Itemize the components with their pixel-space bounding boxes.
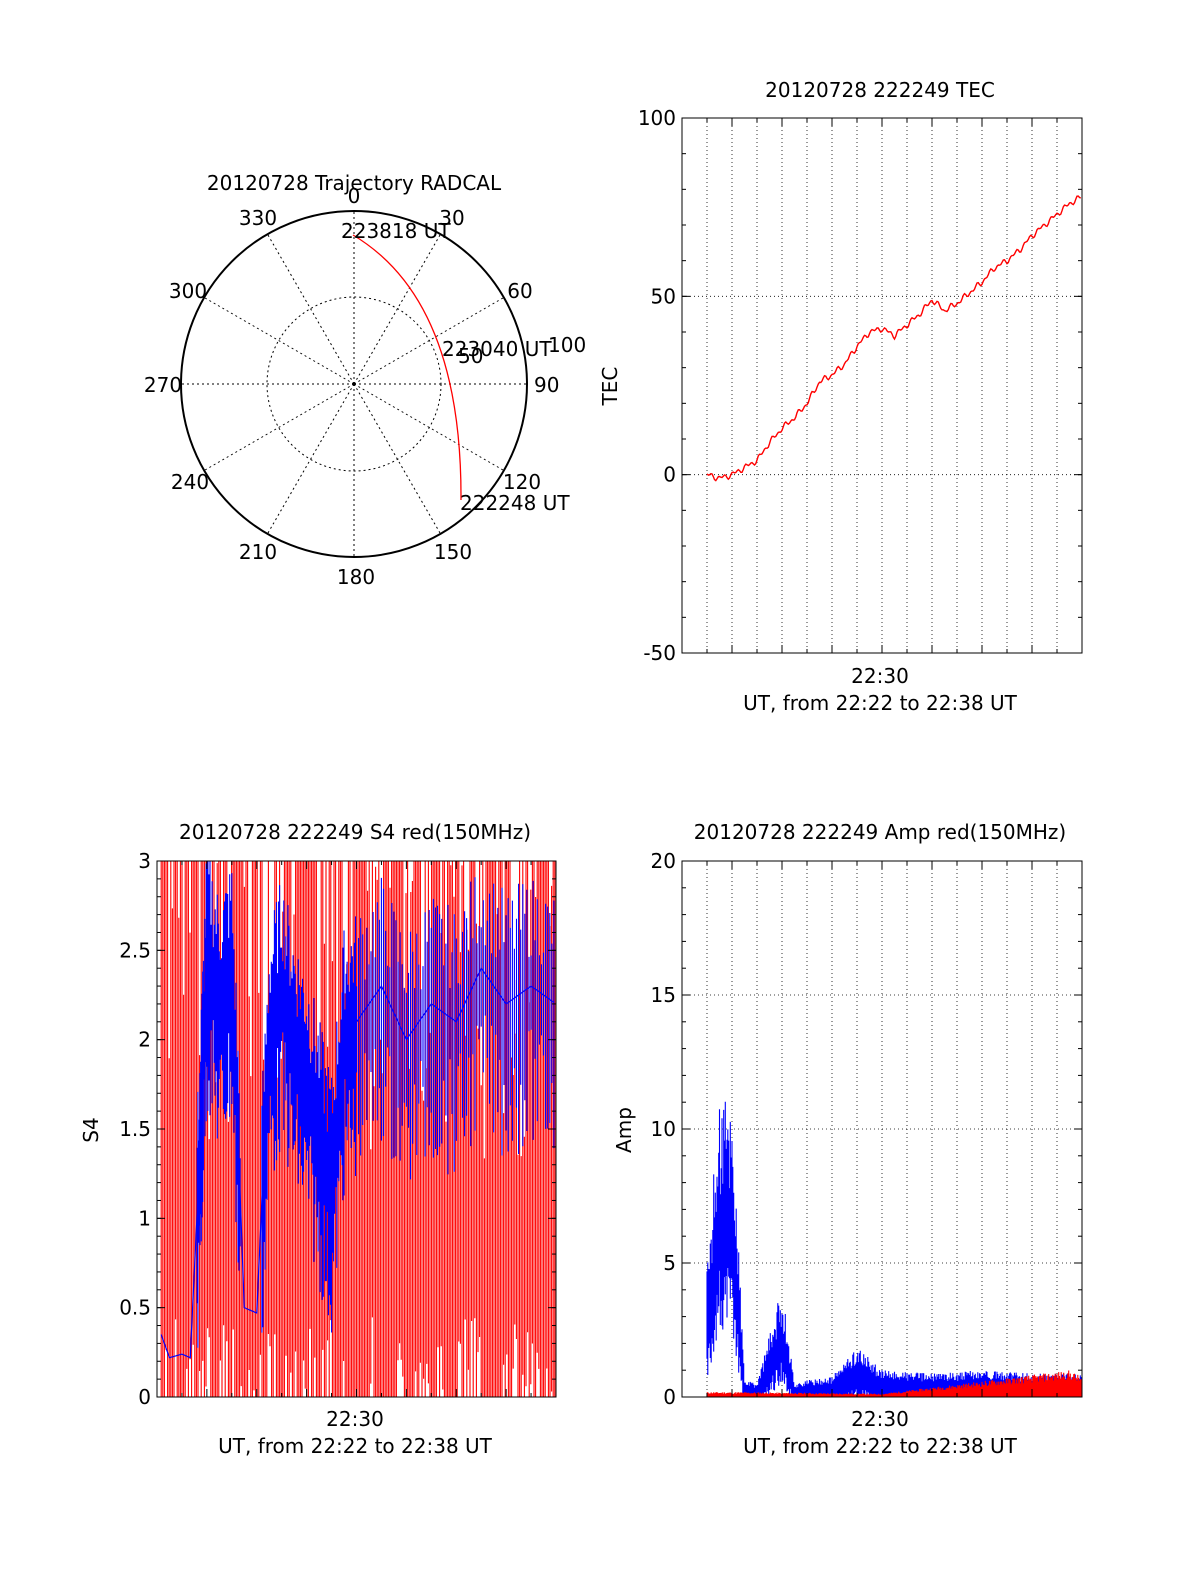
y-tick-label: 0 [663, 1385, 676, 1409]
tec-title: 20120728 222249 TEC [765, 78, 995, 102]
polar-spoke [353, 233, 441, 385]
s4-title: 20120728 222249 S4 red(150MHz) [179, 820, 531, 844]
s4-chart: 20120728 222249 S4 red(150MHz) 3 2.5 2 1.5 1… [79, 820, 557, 1458]
polar-title: 20120728 Trajectory RADCAL [207, 171, 502, 195]
s4-blue-noise [196, 861, 555, 1348]
polar-azimuth-label: 90 [534, 373, 559, 397]
trajectory-end-label: 223818 UT [341, 219, 451, 243]
polar-spoke [353, 383, 505, 471]
s4-red-trace [160, 861, 556, 1397]
polar-spoke [353, 383, 441, 535]
polar-azimuth-labels: 0 30 60 90 120 150 180 210 240 270 300 330 [144, 184, 560, 589]
polar-azimuth-label: 330 [239, 206, 277, 230]
polar-azimuth-label: 150 [434, 540, 472, 564]
tec-ticks [681, 117, 1083, 654]
y-tick-label: 5 [663, 1251, 676, 1275]
y-tick-label: 1.5 [119, 1117, 151, 1141]
y-tick-label: 0 [663, 463, 676, 487]
y-tick-label: 2.5 [119, 938, 151, 962]
s4-y-axis-label: S4 [79, 1117, 103, 1142]
polar-azimuth-label: 60 [507, 279, 532, 303]
polar-azimuth-label: 180 [337, 565, 375, 589]
y-tick-label: 20 [651, 849, 676, 873]
amp-x-tick-label: 22:30 [851, 1407, 909, 1431]
amp-title: 20120728 222249 Amp red(150MHz) [694, 820, 1066, 844]
y-tick-label: 0.5 [119, 1296, 151, 1320]
y-tick-label: 0 [138, 1385, 151, 1409]
tec-chart: 20120728 222249 TEC 100 50 0 -50 22:30 UT, … [598, 78, 1083, 715]
s4-blue-noise-trace [196, 861, 555, 1348]
amp-ticks [681, 860, 1083, 1398]
tec-series-line [706, 195, 1082, 482]
s4-x-tick-label: 22:30 [326, 1407, 384, 1431]
polar-radial-label-100: 100 [548, 333, 586, 357]
tec-y-axis-label: TEC [598, 367, 622, 407]
polar-spoke [203, 383, 355, 471]
y-tick-label: 10 [651, 1117, 676, 1141]
polar-outer-circle [180, 210, 528, 558]
amp-blue-series [706, 1101, 1082, 1397]
polar-azimuth-label: 120 [503, 470, 541, 494]
trajectory-line [352, 234, 462, 501]
amp-x-axis-label: UT, from 22:22 to 22:38 UT [743, 1434, 1018, 1458]
tec-y-tick-labels: 100 50 0 -50 [638, 106, 676, 665]
polar-spoke [203, 297, 355, 385]
polar-spoke [353, 297, 505, 385]
s4-ticks [156, 860, 557, 1398]
polar-azimuth-label: 0 [348, 184, 361, 208]
amp-y-axis-label: Amp [612, 1107, 636, 1153]
trajectory-mid-label: 223040 UT [442, 337, 552, 361]
tec-grid [682, 118, 1082, 653]
polar-spoke [267, 383, 355, 535]
polar-azimuth-label: 240 [171, 470, 209, 494]
polar-azimuth-label: 300 [169, 279, 207, 303]
s4-y-tick-labels: 3 2.5 2 1.5 1 0.5 0 [119, 849, 151, 1409]
y-tick-label: 50 [651, 284, 676, 308]
polar-azimuth-label: 270 [144, 373, 182, 397]
amp-chart: 20120728 222249 Amp red(150MHz) 20 15 10 5 0… [612, 820, 1083, 1458]
polar-radial-label-50: 50 [458, 344, 483, 368]
tec-x-axis-label: UT, from 22:22 to 22:38 UT [743, 691, 1018, 715]
amp-blue-trace [706, 1101, 1082, 1397]
amp-y-tick-labels: 20 15 10 5 0 [651, 849, 676, 1409]
y-tick-label: 1 [138, 1206, 151, 1230]
polar-spoke [267, 233, 355, 385]
polar-azimuth-label: 30 [439, 206, 464, 230]
y-tick-label: 3 [138, 849, 151, 873]
trajectory-start-label: 222248 UT [460, 491, 570, 515]
polar-azimuth-label: 210 [239, 540, 277, 564]
tec-x-tick-label: 22:30 [851, 664, 909, 688]
polar-spokes [181, 211, 527, 557]
amp-grid [682, 861, 1082, 1397]
y-tick-label: 100 [638, 106, 676, 130]
s4-x-axis-label: UT, from 22:22 to 22:38 UT [218, 1434, 493, 1458]
y-tick-label: 2 [138, 1028, 151, 1052]
y-tick-label: -50 [643, 641, 676, 665]
s4-red-series [160, 861, 556, 1397]
polar-trajectory-plot: 20120728 Trajectory RADCAL 0 30 60 90 120 150… [144, 171, 586, 589]
y-tick-label: 15 [651, 983, 676, 1007]
